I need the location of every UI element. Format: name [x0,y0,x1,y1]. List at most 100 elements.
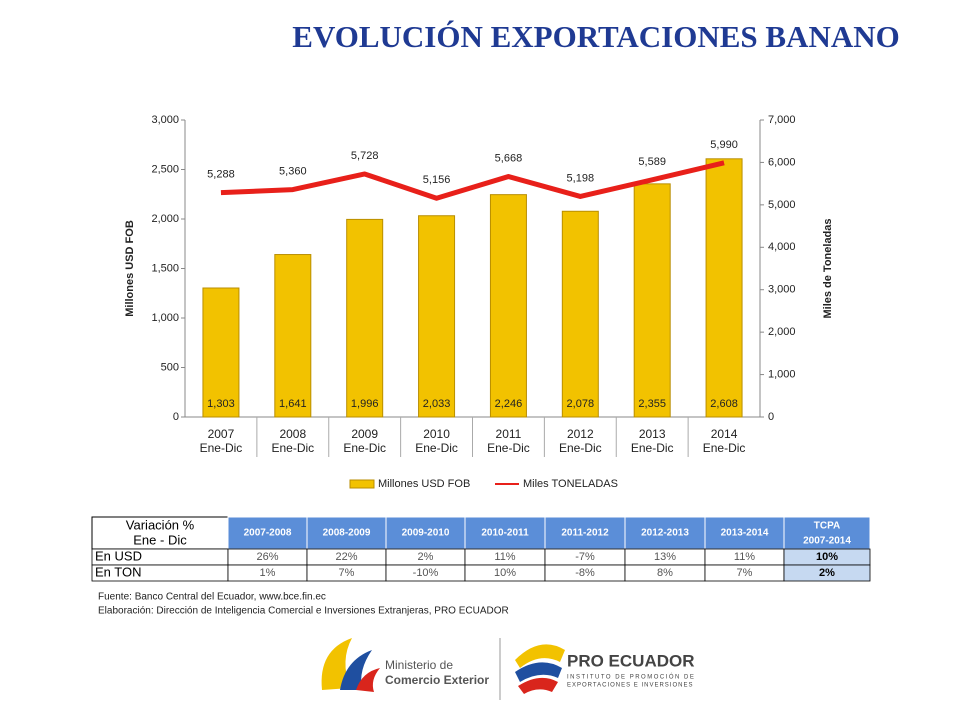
line-value-label: 5,728 [351,150,379,162]
x-tick-sublabel: Ene-Dic [559,441,602,455]
y2-tick-label: 6,000 [768,156,796,168]
logo-text: Comercio Exterior [385,673,489,687]
logo-shape [515,644,565,668]
bar [274,254,312,418]
x-tick-sublabel: Ene-Dic [343,441,386,455]
x-tick-sublabel: Ene-Dic [703,441,746,455]
table-cell-text: 11% [494,551,515,563]
table-header-text: 2008-2009 [323,528,371,539]
x-tick-sublabel: Ene-Dic [271,441,314,455]
table-header-text: Ene - Dic [133,532,187,547]
legend-label: Miles TONELADAS [523,478,618,490]
logo-text: EXPORTACIONES E INVERSIONES [567,683,693,689]
table-cell-text: -10% [413,567,439,579]
y2-tick-label: 1,000 [768,368,796,380]
table-header-text: 2007-2014 [803,536,851,547]
bar-value-label: 2,608 [710,398,738,410]
line-value-label: 5,198 [567,172,595,184]
x-tick-label: 2007 [208,427,235,441]
x-tick-sublabel: Ene-Dic [415,441,458,455]
table-cell-text: 10% [494,567,516,579]
table-header-text: 2012-2013 [641,528,689,539]
y-tick-label: 1,500 [151,262,179,274]
y-axis-title: Millones USD FOB [124,220,136,317]
bar [346,218,384,418]
y2-tick-label: 5,000 [768,199,796,211]
footnote: Fuente: Banco Central del Ecuador, www.b… [98,592,326,603]
logo-shape [356,668,380,692]
line-value-label: 5,360 [279,165,307,177]
logo-shape [518,677,558,694]
bar-value-label: 2,355 [638,398,666,410]
slide-title: EVOLUCIÓN EXPORTACIONES BANANO [292,19,899,54]
table-cell-text: -7% [575,551,595,563]
y2-axis-title: Miles de Toneladas [822,218,834,318]
table-cell-text: 13% [654,551,676,563]
logo-text: PRO ECUADOR [567,651,695,670]
footnote: Elaboración: Dirección de Inteligencia C… [98,606,509,617]
table-cell-text: 8% [657,567,673,579]
x-tick-label: 2008 [279,427,306,441]
bar [202,287,240,418]
table-header-cell [385,516,466,550]
table-cell-text: 22% [335,551,357,563]
table-cell-text: 2% [418,551,434,563]
logo-ministry: Ministerio de Comercio Exterior [321,638,501,700]
line-value-label: 5,156 [423,174,451,186]
x-tick-label: 2013 [639,427,666,441]
bar [418,215,456,418]
table-header-text: 2013-2014 [721,528,769,539]
table-header-cell [91,516,229,550]
y-tick-label: 500 [161,361,179,373]
bar-value-label: 2,078 [567,398,595,410]
y-tick-label: 0 [173,411,179,423]
table-header-cell [783,516,871,550]
y2-tick-label: 4,000 [768,241,796,253]
table-cell-text: En USD [95,548,142,563]
table-header-text: 2010-2011 [481,528,529,539]
x-tick-label: 2014 [711,427,738,441]
table-cell-text: 26% [256,551,278,563]
table-header-text: 2009-2010 [402,528,450,539]
logo-proecuador: PRO ECUADOR INSTITUTO DE PROMOCIÓN DE EX… [515,644,695,694]
table-cell-text: 1% [260,567,276,579]
table-cell-text: 10% [816,551,838,563]
bar-value-label: 2,246 [495,398,523,410]
table-cell-text: 2% [819,567,835,579]
table-header-text: TCPA [814,521,840,532]
y-tick-label: 1,000 [151,312,179,324]
line-value-label: 5,990 [710,139,738,151]
legend-label: Millones USD FOB [378,478,470,490]
line-series [220,160,725,201]
table-cell-text: 7% [339,567,355,579]
bar [489,194,527,418]
table-header-text: 2007-2008 [244,528,292,539]
x-tick-sublabel: Ene-Dic [200,441,243,455]
y2-tick-label: 0 [768,411,774,423]
table-header-cell [624,516,706,550]
table-header-cell [704,516,785,550]
x-tick-sublabel: Ene-Dic [631,441,674,455]
logo-shape [515,662,562,682]
line-value-label: 5,288 [207,169,235,181]
logo-shape [340,650,372,690]
y2-tick-label: 2,000 [768,326,796,338]
table-header-text: 2011-2012 [561,528,609,539]
table-cell-text: 11% [734,551,755,563]
bar-value-label: 1,996 [351,398,379,410]
table-cell-text: 7% [737,567,753,579]
x-tick-sublabel: Ene-Dic [487,441,530,455]
logo-text: Ministerio de [385,658,453,672]
x-tick-label: 2011 [496,427,522,441]
table-cell-text: -8% [575,567,595,579]
y2-tick-label: 3,000 [768,284,796,296]
line-value-label: 5,589 [638,156,666,168]
y-tick-label: 2,000 [151,213,179,225]
line-value-label: 5,668 [495,152,523,164]
logo-text: INSTITUTO DE PROMOCIÓN DE [567,674,695,681]
x-tick-label: 2010 [423,427,450,441]
bar [705,158,743,418]
y2-tick-label: 7,000 [768,114,796,126]
bar [561,210,599,418]
